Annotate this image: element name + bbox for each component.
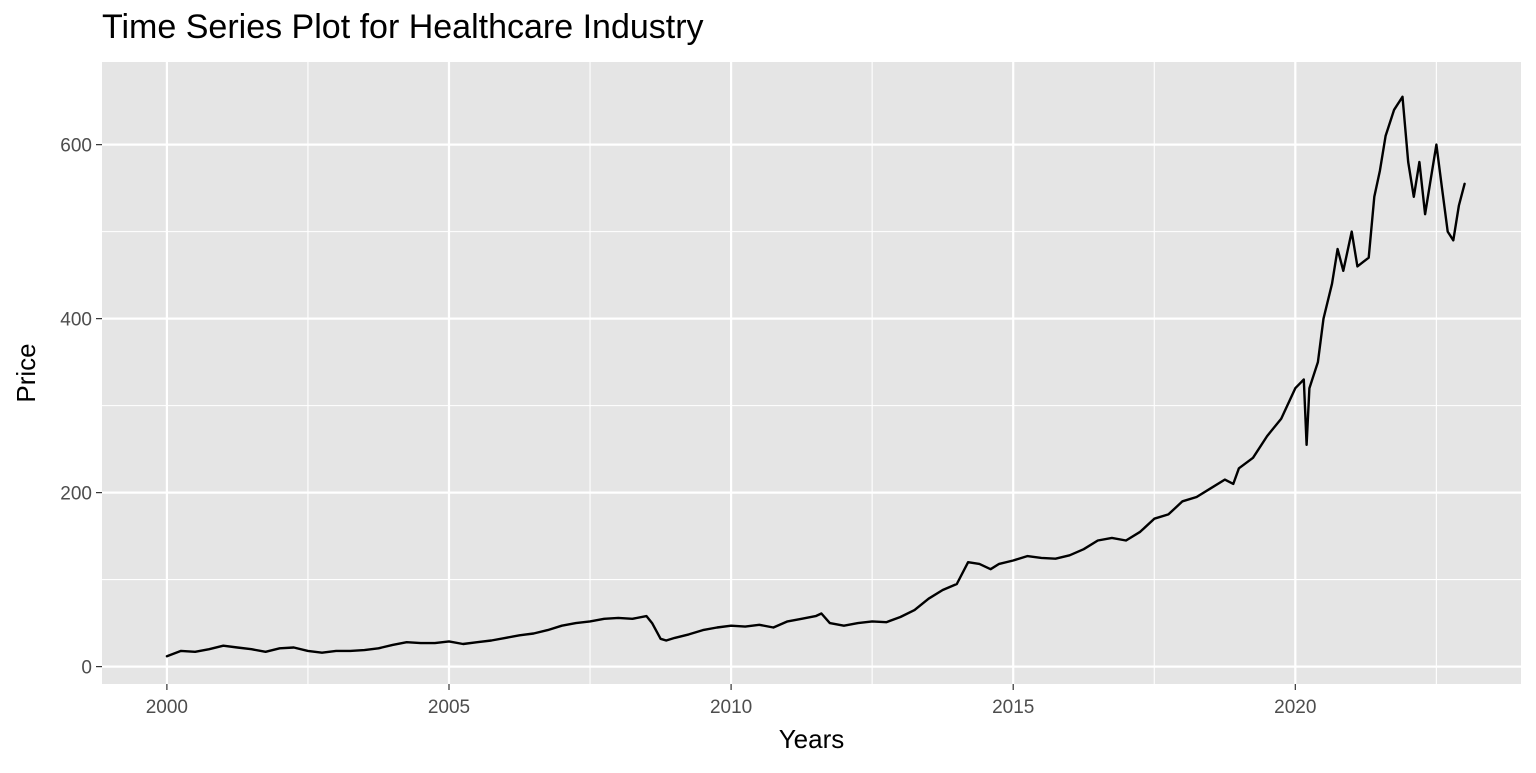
x-axis-title: Years <box>779 724 845 754</box>
y-axis-title: Price <box>11 343 41 402</box>
x-tick-label: 2010 <box>710 697 752 718</box>
x-tick-label: 2005 <box>428 697 470 718</box>
plot-panel <box>102 62 1521 684</box>
x-tick-label: 2015 <box>992 697 1034 718</box>
x-tick-label: 2020 <box>1274 697 1316 718</box>
y-tick-label: 200 <box>60 484 92 505</box>
series-line <box>165 95 1466 658</box>
x-tick-label: 2000 <box>146 697 188 718</box>
y-tick-label: 600 <box>60 136 92 157</box>
y-tick-label: 400 <box>60 310 92 331</box>
chart-title: Time Series Plot for Healthcare Industry <box>102 8 704 46</box>
y-tick-label: 0 <box>81 658 92 679</box>
